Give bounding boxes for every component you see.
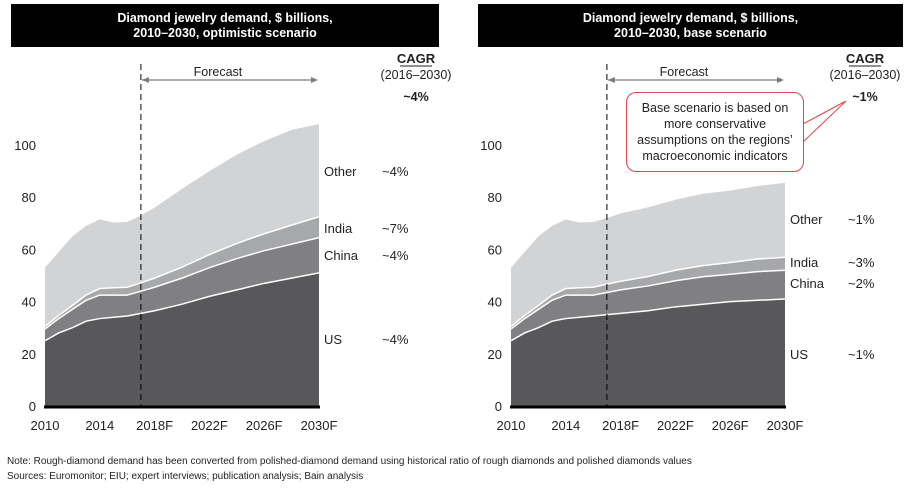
series-label-other: Other bbox=[790, 212, 823, 227]
series-label-us: US bbox=[790, 347, 808, 362]
area-india bbox=[45, 216, 319, 330]
x-tick-label: 2022F bbox=[191, 418, 228, 433]
series-label-india: India bbox=[324, 221, 353, 236]
y-tick-label: 100 bbox=[480, 138, 502, 153]
x-tick-label: 2022F bbox=[657, 418, 694, 433]
x-tick-label: 2030F bbox=[767, 418, 804, 433]
cagr-period: (2016–2030) bbox=[830, 68, 901, 82]
forecast-arrow-right-icon bbox=[777, 77, 784, 83]
cagr-total: ~4% bbox=[403, 90, 428, 104]
forecast-arrow-right-icon bbox=[311, 77, 318, 83]
area-other bbox=[511, 182, 785, 327]
title-line-1: Diamond jewelry demand, $ billions, bbox=[582, 10, 799, 25]
callout-text: Base scenario is based on more conservat… bbox=[637, 101, 793, 163]
x-tick-label: 2010 bbox=[497, 418, 526, 433]
chart-title-optimistic: Diamond jewelry demand, $ billions, 2010… bbox=[11, 4, 439, 47]
y-tick-label: 80 bbox=[22, 190, 36, 205]
forecast-label: Forecast bbox=[660, 65, 709, 79]
footnote-note: Note: Rough-diamond demand has been conv… bbox=[7, 456, 692, 467]
y-tick-label: 80 bbox=[488, 190, 502, 205]
title-line-1: Diamond jewelry demand, $ billions, bbox=[117, 10, 333, 25]
y-tick-label: 60 bbox=[22, 242, 36, 257]
x-tick-label: 2030F bbox=[301, 418, 338, 433]
series-cagr-other: ~1% bbox=[848, 212, 875, 227]
x-tick-label: 2018F bbox=[136, 418, 173, 433]
area-other bbox=[45, 124, 319, 327]
series-cagr-china: ~4% bbox=[382, 248, 409, 263]
cagr-header: CAGR bbox=[397, 51, 436, 66]
base-scenario-callout: Base scenario is based on more conservat… bbox=[626, 92, 804, 172]
y-tick-label: 20 bbox=[22, 347, 36, 362]
forecast-arrow-left-icon bbox=[141, 77, 149, 83]
x-tick-label: 2026F bbox=[712, 418, 749, 433]
series-cagr-china: ~2% bbox=[848, 276, 875, 291]
y-tick-label: 100 bbox=[14, 138, 36, 153]
chart-panel-optimistic bbox=[44, 64, 432, 409]
callout-pointer bbox=[802, 100, 847, 143]
area-china bbox=[511, 270, 785, 341]
cagr-period: (2016–2030) bbox=[381, 68, 452, 82]
series-label-us: US bbox=[324, 332, 342, 347]
series-label-india: India bbox=[790, 255, 819, 270]
y-tick-label: 40 bbox=[488, 295, 502, 310]
series-label-other: Other bbox=[324, 164, 357, 179]
y-tick-label: 0 bbox=[29, 399, 36, 414]
separator-china bbox=[510, 269, 786, 330]
series-cagr-india: ~3% bbox=[848, 255, 875, 270]
series-cagr-india: ~7% bbox=[382, 221, 409, 236]
cagr-header: CAGR bbox=[846, 51, 885, 66]
separator-india bbox=[44, 216, 320, 327]
series-cagr-us: ~4% bbox=[382, 332, 409, 347]
title-line-2: 2010–2030, base scenario bbox=[614, 25, 767, 40]
y-tick-label: 60 bbox=[488, 242, 502, 257]
y-tick-label: 40 bbox=[22, 295, 36, 310]
x-tick-label: 2018F bbox=[602, 418, 639, 433]
y-tick-label: 20 bbox=[488, 347, 502, 362]
area-us bbox=[511, 298, 785, 406]
cagr-total: ~1% bbox=[852, 90, 877, 104]
chart-title-base: Diamond jewelry demand, $ billions, 2010… bbox=[478, 4, 903, 47]
series-cagr-us: ~1% bbox=[848, 347, 875, 362]
chart-panel-base bbox=[510, 64, 881, 409]
forecast-arrow-left-icon bbox=[607, 77, 615, 83]
y-tick-label: 0 bbox=[495, 399, 502, 414]
x-tick-label: 2014 bbox=[85, 418, 114, 433]
series-label-china: China bbox=[790, 276, 825, 291]
series-cagr-other: ~4% bbox=[382, 164, 409, 179]
separator-us bbox=[44, 272, 320, 342]
x-tick-label: 2010 bbox=[31, 418, 60, 433]
x-tick-label: 2026F bbox=[246, 418, 283, 433]
separator-china bbox=[44, 236, 320, 330]
area-china bbox=[45, 237, 319, 341]
title-line-2: 2010–2030, optimistic scenario bbox=[133, 25, 317, 40]
forecast-label: Forecast bbox=[194, 65, 243, 79]
footnote-sources: Sources: Euromonitor; EIU; expert interv… bbox=[7, 471, 364, 482]
x-tick-label: 2014 bbox=[551, 418, 580, 433]
series-label-china: China bbox=[324, 248, 359, 263]
area-us bbox=[45, 272, 319, 406]
